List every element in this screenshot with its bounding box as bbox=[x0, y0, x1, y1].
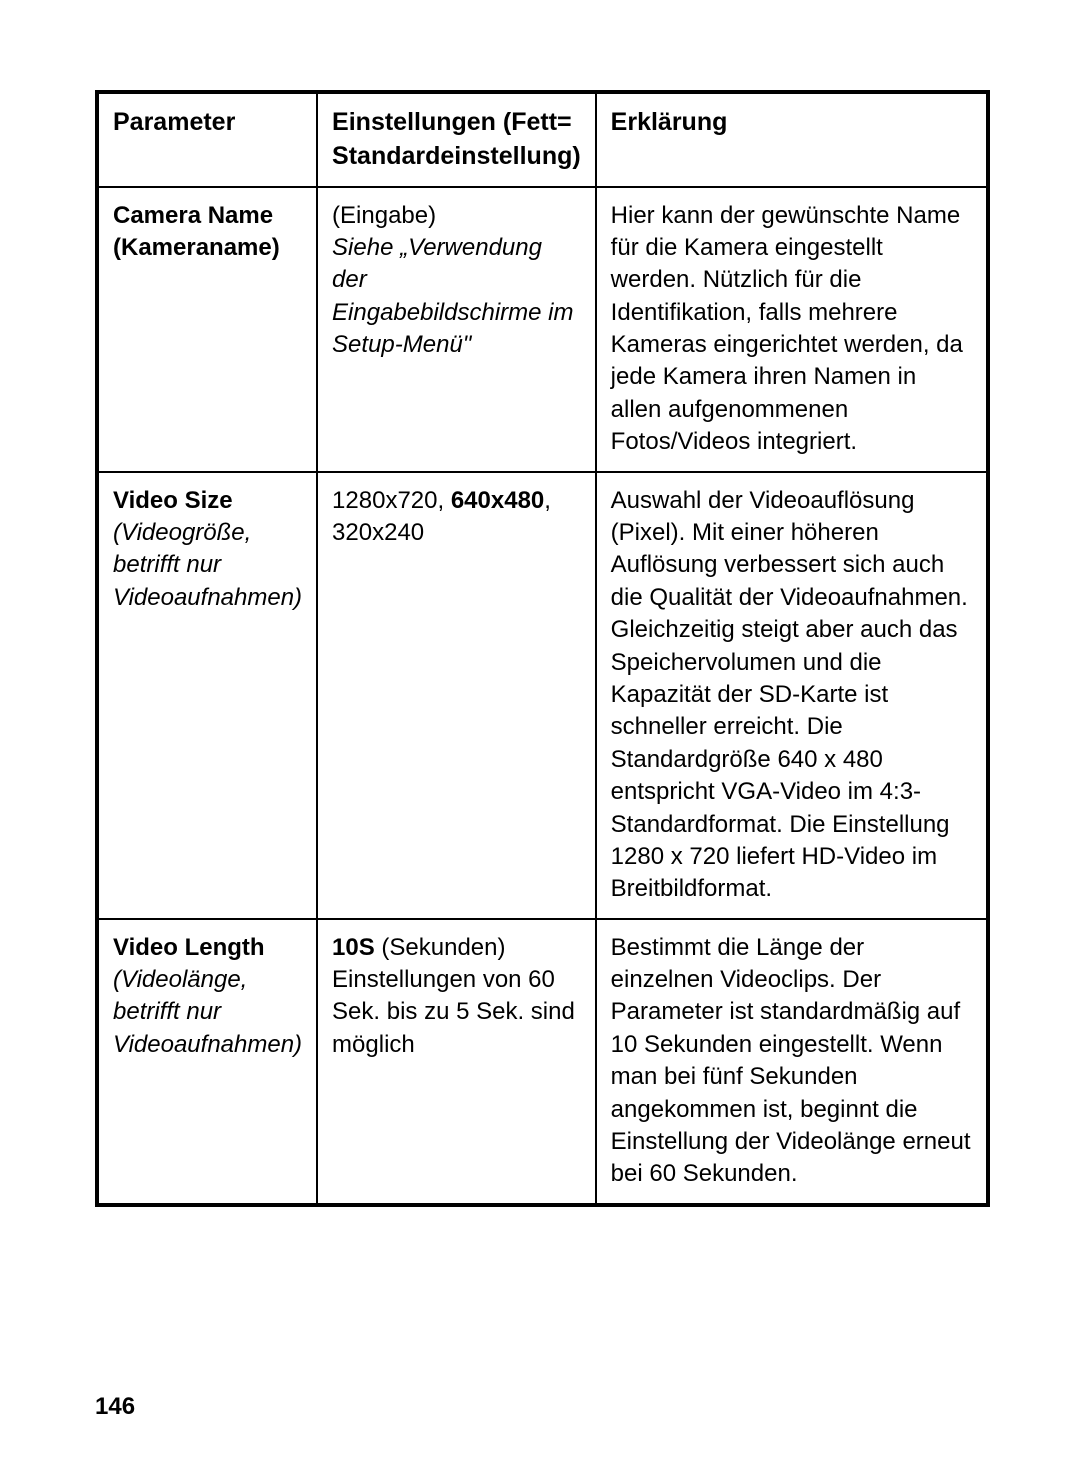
setting-cell: (Eingabe) Siehe „Verwendung der Eingabeb… bbox=[317, 187, 596, 472]
setting-cell: 10S (Sekunden) Einstellungen von 60 Sek.… bbox=[317, 919, 596, 1205]
page-number: 146 bbox=[95, 1393, 135, 1421]
explanation-cell: Bestimmt die Länge der einzelnen Videocl… bbox=[596, 919, 988, 1205]
param-bold: Video Size bbox=[113, 485, 302, 517]
header-parameter: Parameter bbox=[97, 92, 317, 187]
setting-cell: 1280x720, 640x480, 320x240 bbox=[317, 472, 596, 919]
table-body: Camera Name (Kameraname) (Eingabe) Siehe… bbox=[97, 187, 988, 1205]
param-italic: (Videogröße, betrifft nur Videoaufnahmen… bbox=[113, 517, 302, 614]
explanation-cell: Hier kann der gewünschte Name für die Ka… bbox=[596, 187, 988, 472]
param-cell: Camera Name (Kameraname) bbox=[97, 187, 317, 472]
param-bold: Video Length bbox=[113, 932, 302, 964]
param-bold: Camera Name (Kameraname) bbox=[113, 202, 280, 261]
table-row: Camera Name (Kameraname) (Eingabe) Siehe… bbox=[97, 187, 988, 472]
setting-plain1: 1280x720, bbox=[332, 487, 451, 514]
param-italic: (Videolänge, betrifft nur Videoaufnahmen… bbox=[113, 964, 302, 1061]
param-cell: Video Size (Videogröße, betrifft nur Vid… bbox=[97, 472, 317, 919]
param-cell: Video Length (Videolänge, betrifft nur V… bbox=[97, 919, 317, 1205]
setting-bold: 640x480 bbox=[451, 487, 544, 514]
setting-italic: Siehe „Verwendung der Eingabebildschirme… bbox=[332, 234, 573, 358]
table-header-row: Parameter Einstellungen (Fett= Standarde… bbox=[97, 92, 988, 187]
setting-plain1: (Eingabe) bbox=[332, 202, 436, 229]
table-row: Video Size (Videogröße, betrifft nur Vid… bbox=[97, 472, 988, 919]
header-einstellungen: Einstellungen (Fett= Standardeinstellung… bbox=[317, 92, 596, 187]
header-erklaerung: Erklärung bbox=[596, 92, 988, 187]
explanation-cell: Auswahl der Videoauflösung (Pixel). Mit … bbox=[596, 472, 988, 919]
parameter-table: Parameter Einstellungen (Fett= Standarde… bbox=[95, 90, 990, 1207]
setting-bold: 10S bbox=[332, 934, 375, 961]
header-einstellungen-bold: Einstellungen bbox=[332, 108, 496, 136]
table-row: Video Length (Videolänge, betrifft nur V… bbox=[97, 919, 988, 1205]
